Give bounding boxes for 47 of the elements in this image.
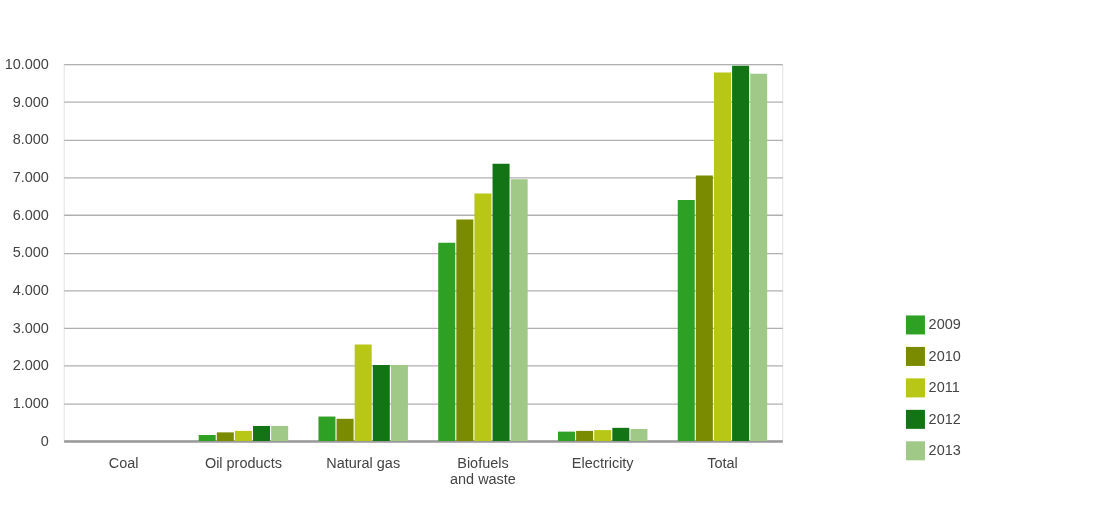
bar (438, 242, 456, 442)
y-tick-label: 0 (40, 432, 49, 449)
bar (732, 65, 750, 442)
x-tick-label: Natural gas (326, 454, 401, 471)
y-tick-label: 5.000 (12, 244, 49, 261)
bar (750, 73, 768, 442)
y-tick-label: 3.000 (12, 319, 49, 336)
y-tick-label: 9.000 (12, 93, 49, 110)
legend-label: 2009 (928, 316, 961, 333)
y-tick-label: 1.000 (12, 395, 49, 412)
y-tick-label: 4.000 (12, 282, 49, 299)
y-tick-label: 8.000 (12, 131, 49, 148)
bar (557, 431, 575, 442)
bar (677, 199, 695, 442)
bar (510, 179, 528, 442)
bar (695, 175, 713, 442)
bar (456, 219, 474, 442)
bar (354, 344, 372, 442)
bar (216, 432, 234, 442)
legend-label: 2013 (928, 442, 961, 459)
bar (713, 72, 731, 442)
bar (390, 364, 408, 442)
bar (612, 427, 630, 442)
y-tick-label: 10.000 (4, 55, 49, 72)
x-tick-label: Coal (108, 454, 139, 471)
x-tick-label: Electricity (571, 454, 635, 471)
x-tick-label: Oil products (204, 454, 282, 471)
bar (318, 416, 336, 442)
bar (576, 430, 594, 442)
legend-label: 2010 (928, 347, 961, 364)
bar (234, 430, 252, 442)
bar (474, 193, 492, 442)
legend-label: 2012 (928, 410, 961, 427)
y-tick-label: 7.000 (12, 169, 49, 185)
y-tick-label: 6.000 (12, 206, 49, 223)
bar (594, 430, 612, 442)
x-tick-label: Biofuels and waste (450, 454, 516, 487)
x-tick-label: Total (707, 454, 738, 471)
bar (492, 163, 510, 442)
legend-label: 2011 (928, 379, 960, 396)
y-tick-label: 2.000 (12, 357, 49, 374)
bar (630, 428, 648, 442)
bar (253, 425, 271, 442)
bar (336, 418, 354, 442)
bar (372, 364, 390, 442)
bar (271, 425, 289, 442)
bar (198, 435, 216, 442)
